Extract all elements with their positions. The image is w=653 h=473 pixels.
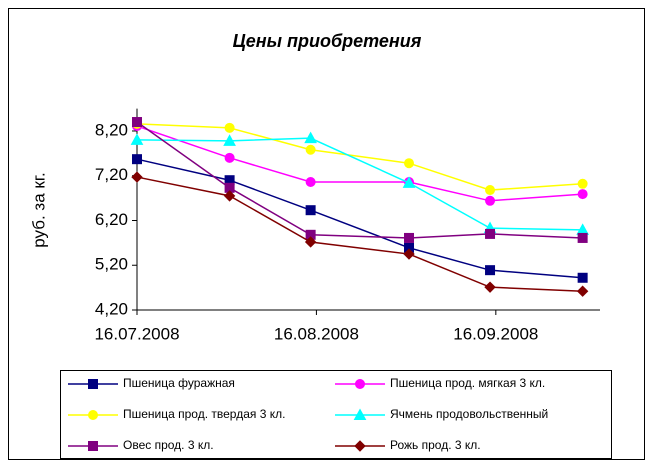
- chart-title: Цены приобретения: [233, 31, 422, 51]
- legend-label: Пшеница прод. мягкая 3 кл.: [390, 376, 545, 390]
- marker: [485, 195, 496, 206]
- series-line: [136, 125, 583, 202]
- marker: [577, 189, 588, 200]
- series-line: [136, 121, 583, 239]
- y-axis-label: руб. за кг.: [29, 172, 48, 247]
- y-tick-label: 4,20: [95, 299, 128, 318]
- marker: [403, 248, 415, 260]
- marker: [353, 408, 367, 420]
- marker: [404, 158, 415, 169]
- marker: [577, 178, 588, 189]
- marker: [88, 410, 98, 420]
- marker: [404, 232, 415, 243]
- marker: [354, 440, 366, 452]
- marker: [305, 205, 316, 216]
- marker: [305, 176, 316, 187]
- marker: [304, 236, 317, 248]
- marker: [132, 117, 142, 128]
- y-tick-label: 8,20: [95, 120, 128, 139]
- marker: [130, 133, 144, 145]
- marker: [485, 265, 496, 276]
- series-line: [136, 176, 583, 292]
- series-line: [136, 137, 583, 231]
- marker: [355, 379, 365, 389]
- series-line: [136, 123, 583, 191]
- marker: [402, 176, 416, 188]
- x-tick-label: 16.08.2008: [274, 324, 359, 343]
- marker: [576, 285, 589, 297]
- x-tick-label: 16.07.2008: [94, 324, 179, 343]
- marker: [305, 144, 316, 155]
- y-tick-label: 6,20: [95, 210, 128, 229]
- y-tick-label: 7,20: [95, 165, 128, 184]
- marker: [224, 122, 235, 133]
- marker: [88, 441, 98, 451]
- marker: [131, 171, 143, 183]
- marker: [223, 190, 236, 202]
- marker: [304, 131, 317, 144]
- marker: [577, 232, 588, 243]
- marker: [485, 185, 496, 196]
- marker: [484, 281, 496, 293]
- marker: [223, 134, 236, 146]
- marker: [577, 272, 588, 283]
- marker: [485, 228, 496, 239]
- marker: [88, 379, 98, 389]
- marker: [132, 154, 142, 165]
- legend-label: Пшеница фуражная: [123, 376, 235, 390]
- legend-label: Рожь прод. 3 кл.: [390, 438, 481, 452]
- legend-label: Овес прод. 3 кл.: [123, 438, 214, 452]
- y-tick-label: 5,20: [95, 255, 128, 274]
- legend-label: Ячмень продовольственный: [390, 407, 548, 421]
- marker: [224, 152, 235, 163]
- legend-label: Пшеница прод. твердая 3 кл.: [123, 407, 285, 421]
- x-tick-label: 16.09.2008: [453, 324, 538, 343]
